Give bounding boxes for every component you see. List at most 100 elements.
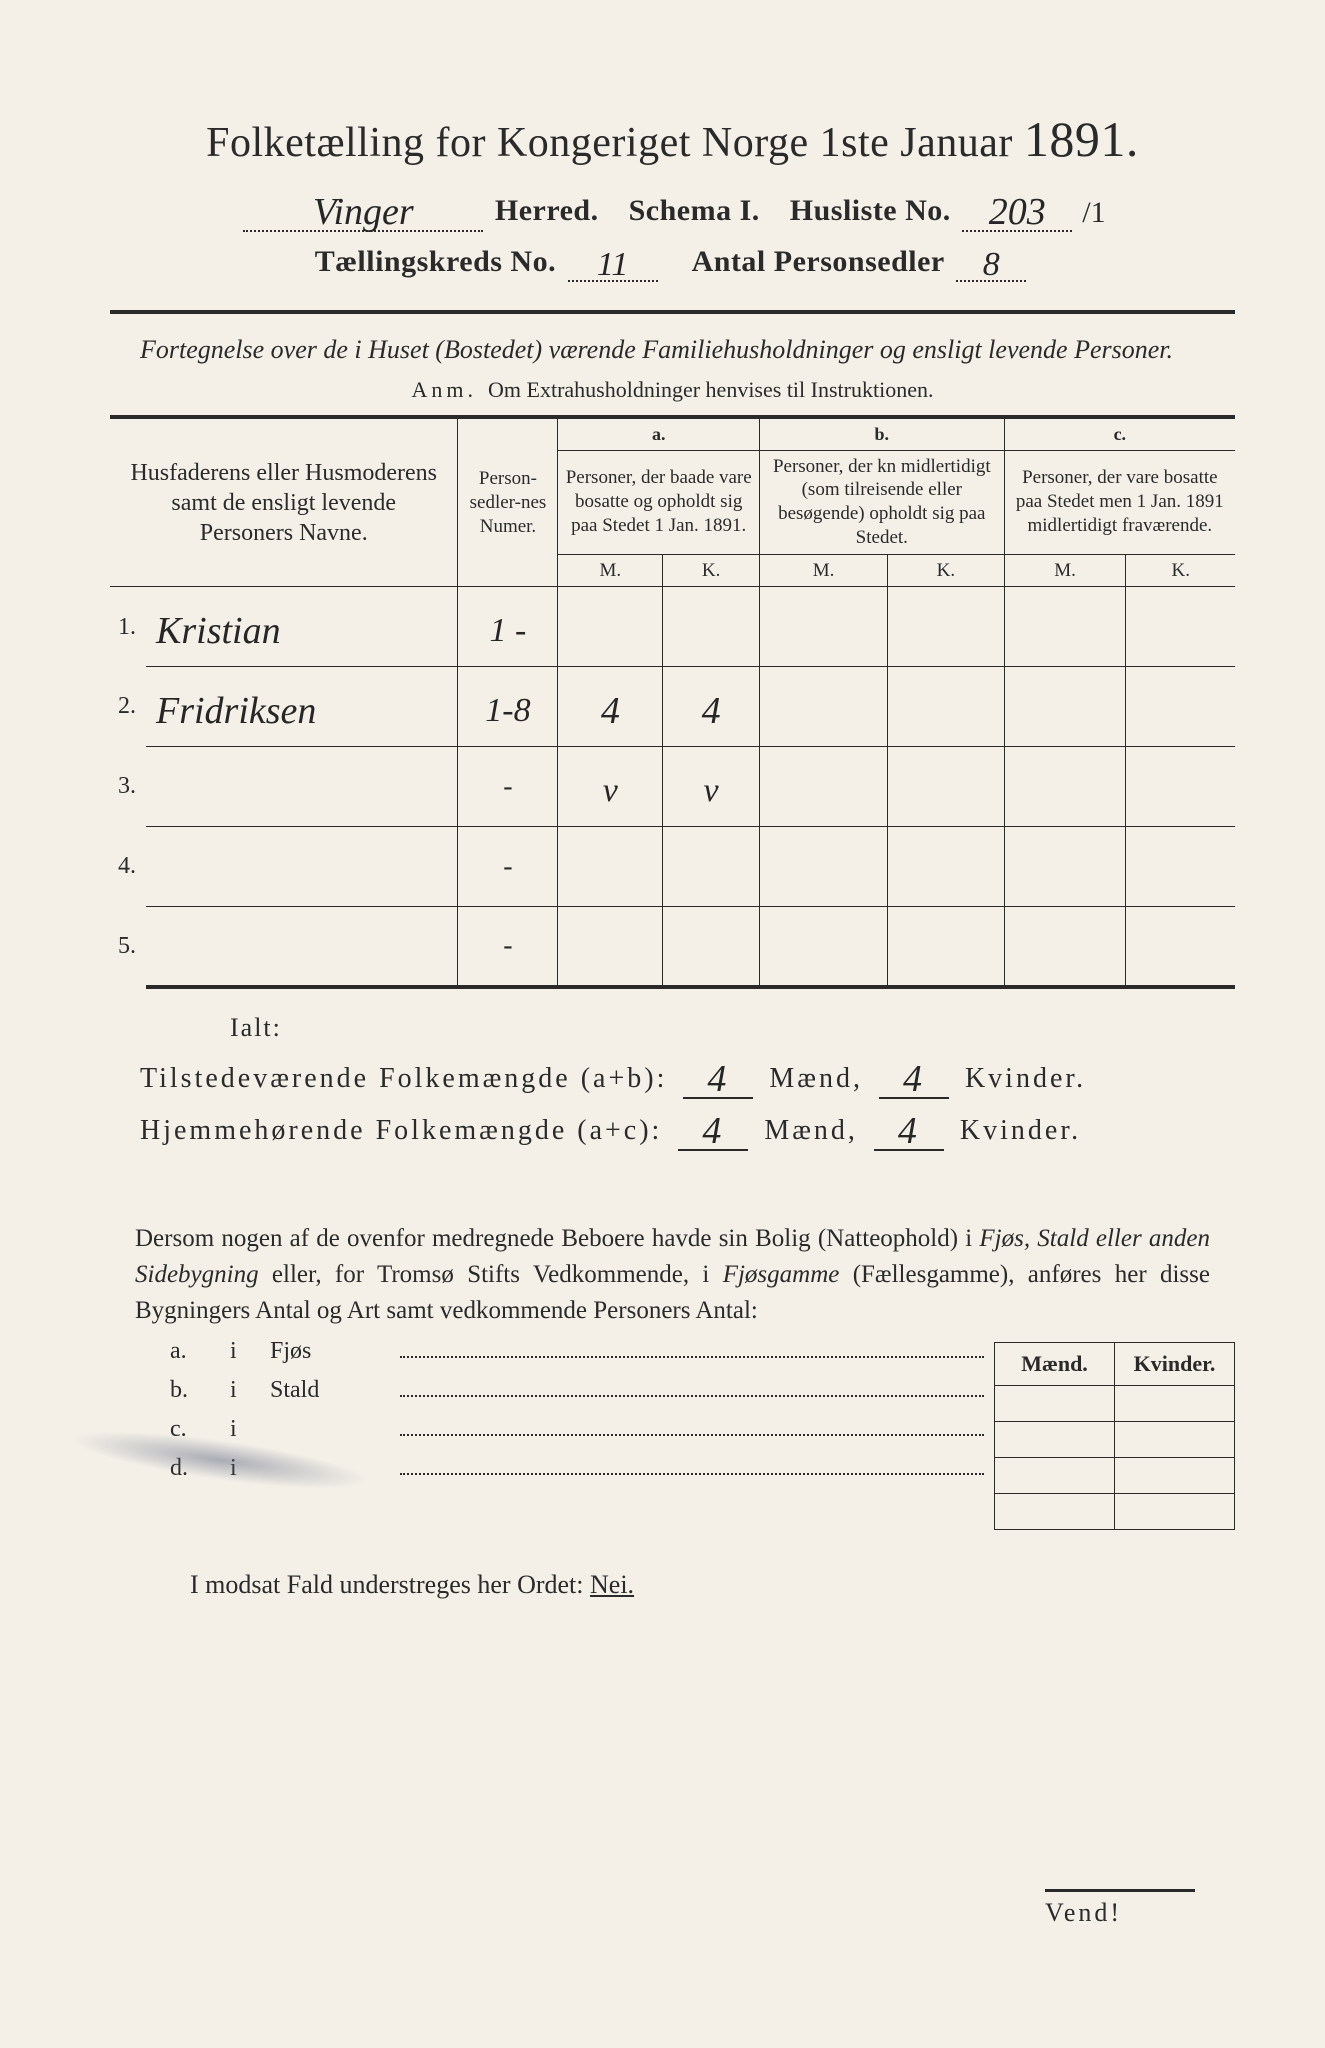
col-c-letter: c. [1011, 423, 1229, 446]
abcd-label: Stald [270, 1377, 400, 1404]
mk-cell [995, 1421, 1115, 1457]
row-num: 4. [110, 827, 146, 907]
mk-head-m: Mænd. [995, 1342, 1115, 1385]
abcd-i: i [230, 1338, 270, 1365]
dotted-line [400, 1451, 984, 1475]
c-k: K. [1126, 554, 1235, 587]
mk-cell [995, 1385, 1115, 1421]
totals-l1-label: Tilstedeværende Folkemængde (a+b): [140, 1063, 667, 1094]
buildings-block: a. i Fjøs b. i Stald c. i d. i [110, 1330, 1235, 1530]
row-bk [888, 907, 1005, 987]
row-cm [1004, 827, 1126, 907]
row-name: Fridriksen [156, 690, 316, 732]
row-am [558, 827, 663, 907]
row-bk [888, 827, 1005, 907]
title-year: 1891. [1024, 111, 1139, 167]
row-bm [759, 667, 887, 747]
table-row: 2. Fridriksen 1-8 4 4 [110, 667, 1235, 747]
mk-cell [1115, 1421, 1235, 1457]
nei-line: I modsat Fald understreges her Ordet: Ne… [110, 1570, 1235, 1600]
row-ak [663, 827, 760, 907]
abcd-b: b. [170, 1377, 230, 1404]
nei-word: Nei. [590, 1570, 634, 1599]
row-bk [888, 587, 1005, 667]
census-table: Husfaderens eller Husmoderens samt de en… [110, 415, 1235, 989]
row-cm [1004, 907, 1126, 987]
row-am [558, 907, 663, 987]
schema-label: Schema I. [629, 194, 760, 227]
mk-cell [995, 1493, 1115, 1529]
row-bm [759, 907, 887, 987]
husliste-value: 203 [989, 191, 1046, 233]
totals-l1-m: 4 [707, 1058, 729, 1100]
row-ck [1126, 667, 1235, 747]
row-num: 1. [110, 587, 146, 667]
totals-maend: Mænd, [769, 1063, 863, 1094]
row-numer: 1 - [490, 612, 527, 649]
table-row: 5. - [110, 907, 1235, 987]
row-bm [759, 827, 887, 907]
anm-label: Anm. [412, 377, 478, 402]
para-b: eller, for Tromsø Stifts Vedkommende, i [259, 1261, 723, 1288]
kreds-label: Tællingskreds No. [315, 245, 556, 278]
abcd-i: i [230, 1455, 270, 1482]
abcd-d: d. [170, 1455, 230, 1482]
rule-heavy [110, 310, 1235, 314]
row-am: v [603, 772, 618, 809]
dotted-line [400, 1334, 984, 1358]
row-numer: - [503, 851, 512, 882]
a-k: K. [663, 554, 760, 587]
herred-value: Vinger [313, 191, 414, 233]
row-bm [759, 587, 887, 667]
row-ck [1126, 907, 1235, 987]
row-numer: - [503, 771, 512, 802]
row-ak [663, 907, 760, 987]
list-item: c. i [110, 1408, 994, 1447]
para-ital-b: Fjøsgamme [723, 1261, 840, 1288]
totals-l2-k: 4 [898, 1110, 920, 1152]
mk-table: Mænd. Kvinder. [994, 1342, 1235, 1530]
nei-prefix: I modsat Fald understreges her Ordet: [190, 1570, 590, 1599]
row-numer: 1-8 [485, 692, 530, 729]
row-cm [1004, 667, 1126, 747]
row-bm [759, 747, 887, 827]
b-k: K. [888, 554, 1005, 587]
row-cm [1004, 587, 1126, 667]
mk-cell [1115, 1493, 1235, 1529]
col-a-text: Personer, der baade vare bosatte og opho… [558, 450, 760, 554]
col-names: Husfaderens eller Husmoderens samt de en… [110, 417, 458, 587]
husliste-label: Husliste No. [790, 194, 951, 227]
totals-kvinder2: Kvinder. [960, 1115, 1081, 1146]
mk-cell [1115, 1385, 1235, 1421]
b-m: M. [759, 554, 887, 587]
anm-line: Anm. Om Extrahusholdninger henvises til … [110, 377, 1235, 403]
herred-label: Herred. [495, 194, 599, 227]
col-numer: Person-sedler-nes Numer. [458, 417, 558, 587]
census-form-page: Folketælling for Kongeriget Norge 1ste J… [0, 0, 1325, 2048]
personsedler-label: Antal Personsedler [692, 245, 945, 278]
totals-maend2: Mænd, [764, 1115, 858, 1146]
abcd-a: a. [170, 1338, 230, 1365]
row-cm [1004, 747, 1126, 827]
para-a: Dersom nogen af de ovenfor medregnede Be… [135, 1225, 979, 1252]
totals-l1-k: 4 [903, 1058, 925, 1100]
personsedler-value: 8 [983, 246, 1000, 283]
row-am: 4 [601, 690, 620, 732]
row-ck [1126, 827, 1235, 907]
abcd-i: i [230, 1377, 270, 1404]
buildings-paragraph: Dersom nogen af de ovenfor medregnede Be… [110, 1221, 1235, 1330]
col-a-letter: a. [564, 423, 753, 446]
row-ck [1126, 587, 1235, 667]
totals-kvinder: Kvinder. [965, 1063, 1086, 1094]
ialt-label: Ialt: [230, 1013, 1235, 1043]
kreds-value: 11 [597, 246, 628, 283]
row-ak: v [704, 772, 719, 809]
header-line-1: Vinger Herred. Schema I. Husliste No. 20… [110, 186, 1235, 232]
row-numer: - [503, 930, 512, 961]
vend-label: Vend! [1045, 1889, 1195, 1928]
totals-l2-label: Hjemmehørende Folkemængde (a+c): [140, 1115, 662, 1146]
row-bk [888, 747, 1005, 827]
totals-line-1: Tilstedeværende Folkemængde (a+b): 4 Mæn… [140, 1053, 1235, 1099]
col-b-letter: b. [766, 423, 998, 446]
mk-cell [995, 1457, 1115, 1493]
